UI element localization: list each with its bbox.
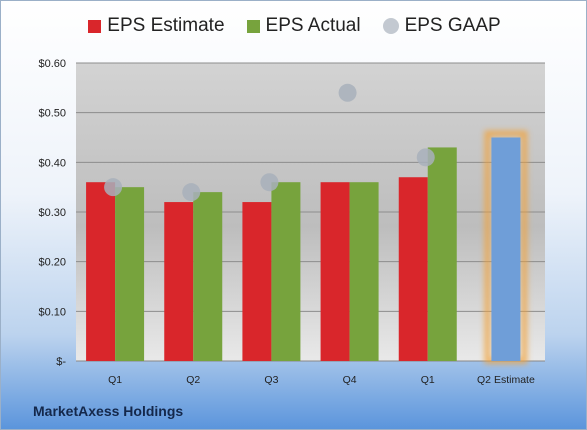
x-axis-ticks: Q1 Q2 Q3 Q4 Q1 Q2 Estimate (108, 374, 535, 386)
x-tick-label: Q1 (421, 374, 435, 386)
x-tick-label: Q2 (186, 374, 200, 386)
y-tick-label: $0.10 (38, 306, 66, 318)
bar-eps-estimate (86, 182, 116, 361)
point-eps-gaap (338, 83, 357, 102)
legend-swatch-eps-actual (246, 19, 260, 33)
y-tick-label: $0.50 (38, 108, 66, 120)
x-tick-label: Q2 Estimate (477, 374, 535, 386)
bar-eps-estimate (242, 202, 272, 361)
legend-swatch-eps-estimate (88, 19, 102, 33)
gaap-points (104, 83, 435, 202)
y-tick-label: $0.20 (38, 257, 66, 269)
legend-item-eps-gaap: EPS GAAP (382, 15, 501, 37)
point-eps-gaap (416, 148, 435, 167)
bar-eps-actual (427, 147, 457, 361)
legend-swatch-eps-gaap (382, 18, 399, 34)
x-tick-label: Q3 (264, 374, 278, 386)
legend-item-eps-estimate: EPS Estimate (88, 15, 225, 37)
point-eps-gaap (104, 178, 123, 197)
bar-eps-actual (349, 182, 379, 361)
legend: EPS Estimate EPS Actual EPS GAAP (1, 15, 586, 37)
company-name: MarketAxess Holdings (33, 403, 184, 419)
bar-eps-actual (193, 192, 223, 361)
bar-eps-actual (115, 187, 145, 361)
x-tick-label: Q1 (108, 374, 122, 386)
bar-eps-estimate (320, 182, 350, 361)
gridlines (76, 62, 545, 362)
y-tick-label: $0.60 (38, 58, 66, 70)
eps-chart: $-$0.10$0.20$0.30$0.40$0.50$0.60 Q1 Q2 Q3 Q… (38, 58, 545, 386)
legend-item-eps-actual: EPS Actual (246, 15, 361, 37)
point-eps-gaap (260, 173, 279, 192)
bars (86, 130, 528, 364)
y-axis-ticks: $- $0.10 $0.20 $0.30 $0.40 $0.50 $0.60 (38, 58, 66, 368)
y-tick-label: $0.40 (38, 157, 66, 169)
bar-eps-estimate (398, 177, 428, 361)
legend-label-eps-actual: EPS Actual (265, 15, 361, 36)
legend-label-eps-gaap: EPS GAAP (404, 15, 501, 36)
point-eps-gaap (182, 183, 201, 202)
x-tick-label: Q4 (343, 374, 357, 386)
legend-label-eps-estimate: EPS Estimate (107, 15, 225, 36)
bar-eps-actual (271, 182, 301, 361)
bar-q2-estimate (491, 137, 521, 361)
bar-eps-estimate (164, 202, 194, 361)
y-tick-label: $0.30 (38, 207, 66, 219)
y-tick-label: $- (56, 356, 66, 368)
